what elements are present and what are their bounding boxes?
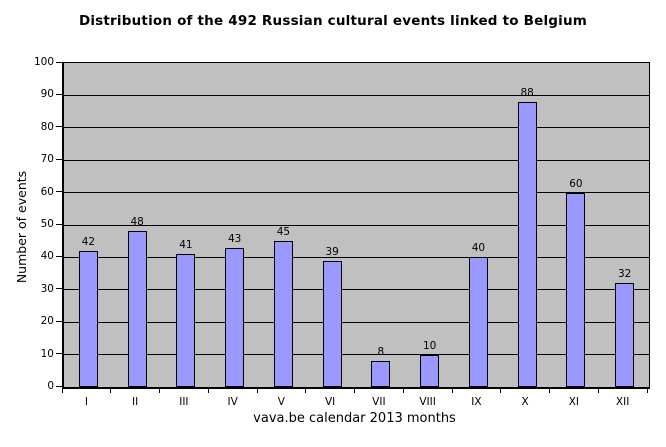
- bar: [78, 250, 98, 387]
- chart-title: Distribution of the 492 Russian cultural…: [78, 13, 588, 29]
- bar-value-label: 43: [227, 232, 242, 245]
- y-axis-tick-label: 100: [33, 56, 54, 68]
- y-axis-tick-label: 30: [40, 282, 54, 295]
- x-axis-tick-label: I: [84, 396, 88, 408]
- y-axis-tick-label: 90: [40, 88, 54, 101]
- x-axis-tick-mark: [61, 388, 63, 393]
- bar: [273, 241, 293, 387]
- y-axis-tick-label: 60: [40, 185, 54, 198]
- x-axis-tick-mark: [500, 388, 502, 393]
- y-axis-tick-mark: [56, 158, 62, 160]
- bar-value-label: 39: [325, 245, 339, 258]
- y-axis-tick-label: 20: [40, 315, 54, 328]
- x-axis-tick-mark: [207, 388, 209, 393]
- y-axis-tick-mark: [56, 223, 62, 225]
- x-axis-tick-label: X: [521, 396, 529, 408]
- bar: [225, 247, 245, 387]
- gridline: [64, 94, 649, 96]
- y-axis-tick-label: 40: [40, 250, 54, 263]
- y-axis-tick-label: 50: [40, 218, 54, 230]
- bar-value-label: 8: [377, 346, 385, 359]
- gridline: [64, 321, 649, 323]
- bar: [127, 231, 147, 387]
- plot-area: 42 48 41 43 45 39 8 10 40 88 60 32: [62, 62, 650, 389]
- gridline: [64, 159, 649, 161]
- x-axis-tick-label: VI: [324, 396, 336, 408]
- bar: [420, 354, 440, 387]
- bar-value-label: 88: [520, 86, 534, 99]
- x-axis-tick-label: II: [132, 396, 139, 408]
- bar-value-label: 41: [179, 239, 193, 252]
- bar: [322, 260, 342, 387]
- bar: [566, 192, 586, 387]
- bar: [468, 257, 488, 387]
- x-axis-tick-mark: [110, 388, 112, 393]
- x-axis-tick-label: XII: [615, 396, 630, 408]
- x-axis-tick-label: V: [277, 396, 285, 408]
- x-axis-tick-label: III: [179, 396, 189, 408]
- gridline: [64, 224, 649, 226]
- gridline: [64, 354, 649, 356]
- y-axis-tick-mark: [56, 126, 62, 128]
- bar-value-label: 42: [81, 235, 96, 248]
- bar: [176, 254, 196, 387]
- bar: [517, 101, 537, 387]
- x-axis-tick-mark: [646, 388, 648, 393]
- gridline: [64, 192, 649, 194]
- y-axis-tick-mark: [56, 288, 62, 290]
- gridline: [64, 256, 649, 258]
- x-axis-tick-mark: [256, 388, 258, 393]
- x-axis-tick-label: VII: [372, 396, 386, 408]
- bar-value-label: 60: [569, 177, 583, 190]
- x-axis-tick-mark: [451, 388, 453, 393]
- y-axis-tick-label: 10: [40, 347, 54, 360]
- y-axis-tick-mark: [56, 385, 62, 387]
- y-axis-tick-label: 80: [40, 120, 54, 133]
- x-axis-tick-mark: [159, 388, 160, 393]
- bar-value-label: 10: [422, 339, 437, 352]
- y-axis-tick-mark: [56, 93, 62, 95]
- x-axis-tick-label: VIII: [419, 396, 436, 408]
- y-axis-tick-mark: [56, 191, 62, 193]
- x-axis-tick-label: XI: [568, 396, 580, 408]
- x-axis-title: vava.be calendar 2013 months: [253, 411, 456, 426]
- bar-value-label: 45: [276, 226, 291, 239]
- x-axis-tick-mark: [597, 388, 599, 393]
- y-axis-tick-mark: [56, 255, 62, 257]
- y-axis-tick-label: 70: [40, 153, 54, 166]
- x-axis-tick-mark: [354, 388, 355, 393]
- bar: [371, 361, 391, 387]
- y-axis-tick-mark: [56, 353, 62, 355]
- y-axis-tick-mark: [56, 320, 62, 322]
- bar-value-label: 48: [130, 216, 144, 229]
- y-axis-tick-label: 0: [47, 380, 54, 392]
- x-axis-tick-label: IX: [471, 396, 482, 408]
- gridline: [64, 289, 649, 291]
- x-axis-tick-mark: [402, 388, 404, 393]
- x-axis-tick-label: IV: [227, 396, 238, 408]
- bar: [615, 283, 635, 387]
- x-axis-tick-mark: [305, 388, 307, 393]
- bar-value-label: 40: [471, 242, 486, 255]
- y-axis-tick-mark: [56, 61, 62, 63]
- gridline: [64, 127, 649, 129]
- x-axis-tick-mark: [549, 388, 550, 393]
- bar-value-label: 32: [617, 268, 632, 281]
